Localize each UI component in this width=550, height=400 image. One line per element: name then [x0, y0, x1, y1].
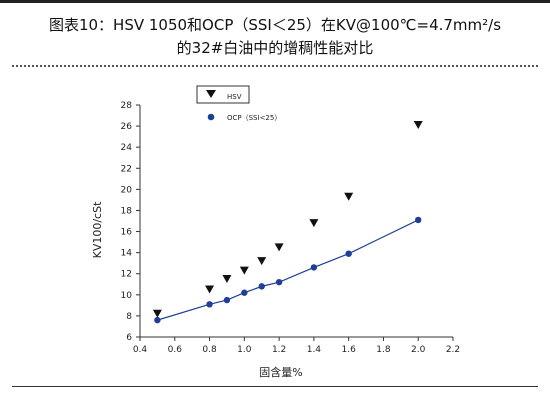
- y-tick-label: 20: [121, 185, 133, 195]
- x-tick-label: 1.4: [307, 345, 322, 355]
- x-axis-label: 固含量%: [259, 365, 302, 379]
- x-tick-label: 2.2: [446, 345, 460, 355]
- y-tick-label: 12: [121, 270, 132, 280]
- x-ticks: 0.4 0.6 0.8 1.0 1.2 1.4 1.6 1.8 2.0 2.2: [133, 337, 460, 355]
- chart-title-line1: 图表10：HSV 1050和OCP（SSI＜25）在KV@100℃=4.7mm²…: [48, 16, 502, 34]
- ocp-data-point: [415, 216, 422, 224]
- plot-area: [152, 121, 423, 324]
- series-line-1: [157, 219, 419, 321]
- x-tick-label: 0.8: [202, 345, 217, 355]
- hsv-data-point: [274, 243, 284, 252]
- y-tick-label: 6: [126, 333, 132, 343]
- legend-circle-icon: [207, 113, 215, 121]
- legend-triangle-icon: [206, 90, 216, 98]
- y-tick-label: 24: [121, 143, 133, 153]
- ocp-data-point: [310, 264, 318, 271]
- y-tick-label: 26: [121, 122, 133, 132]
- hsv-data-point: [205, 285, 215, 294]
- ocp-data-point: [154, 316, 161, 324]
- y-axis-label: KV100/cSt: [91, 201, 104, 258]
- legend-label-hsv: HSV: [227, 93, 242, 101]
- x-tick-label: 1.0: [237, 345, 252, 355]
- x-tick-label: 2.0: [411, 345, 426, 355]
- hsv-data-point: [413, 121, 423, 130]
- y-tick-label: 22: [121, 164, 132, 174]
- hsv-data-point: [309, 219, 319, 228]
- y-tick-label: 14: [121, 249, 133, 259]
- legend: HSV OCP（SSI<25）: [196, 85, 281, 122]
- ocp-data-point: [241, 289, 248, 296]
- y-tick-label: 28: [121, 101, 133, 111]
- ocp-data-point: [345, 250, 352, 257]
- y-tick-label: 18: [121, 206, 133, 216]
- y-tick-label: 16: [121, 228, 133, 238]
- y-tick-label: 8: [126, 312, 132, 322]
- hsv-data-point: [239, 266, 249, 275]
- top-rule: [0, 0, 550, 3]
- title-divider: [12, 65, 538, 67]
- legend-label-ocp: OCP（SSI<25）: [227, 114, 281, 122]
- hsv-data-point: [152, 309, 162, 318]
- axes: [139, 105, 453, 338]
- hsv-data-point: [222, 275, 232, 283]
- x-tick-label: 1.2: [272, 345, 286, 355]
- x-tick-label: 0.4: [133, 345, 148, 355]
- y-tick-label: 10: [121, 291, 133, 301]
- hsv-data-point: [257, 257, 267, 266]
- ocp-data-point: [206, 301, 213, 308]
- x-tick-label: 1.6: [342, 345, 357, 355]
- x-tick-label: 1.8: [376, 345, 391, 355]
- bottom-rule: [12, 386, 538, 387]
- ocp-data-point: [223, 296, 231, 304]
- chart-title-line2: 的32#白油中的增稠性能对比: [176, 39, 374, 57]
- ocp-data-point: [258, 283, 265, 290]
- y-ticks: 6 8 10 12 14 16 18 20 22 24 26 28: [121, 101, 140, 343]
- hsv-data-point: [344, 192, 354, 201]
- ocp-data-point: [275, 278, 283, 286]
- x-tick-label: 0.6: [168, 345, 183, 355]
